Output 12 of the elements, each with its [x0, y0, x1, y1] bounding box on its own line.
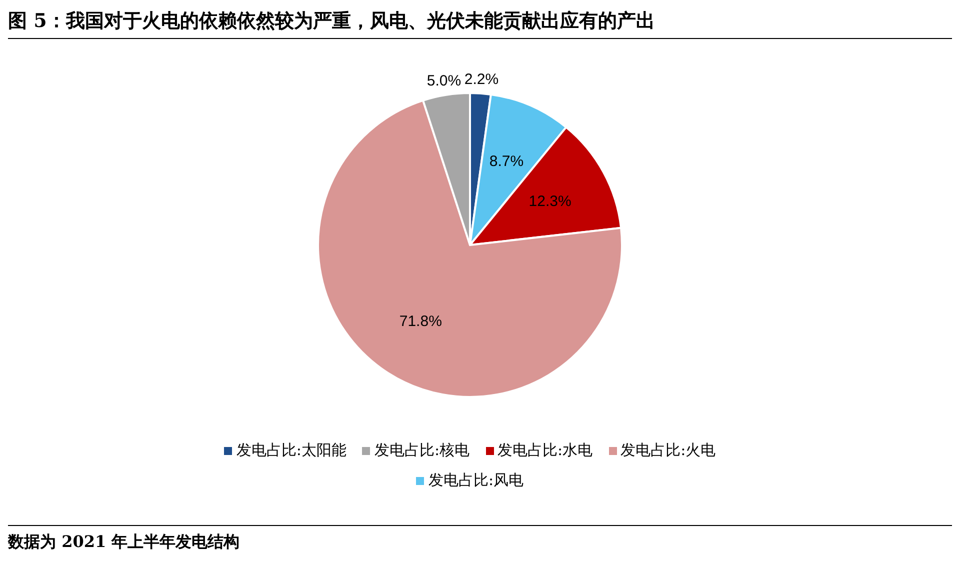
data-label: 8.7% [489, 152, 524, 170]
legend-label: 发电占比:太阳能 [236, 441, 346, 459]
data-label: 5.0% [426, 72, 462, 90]
legend-label: 发电占比:核电 [374, 441, 470, 459]
legend-label: 发电占比:水电 [498, 441, 593, 459]
legend-label: 发电占比:风电 [428, 471, 524, 489]
text: 数据为 2021 年上半年发电结构 [8, 532, 241, 553]
data-label: 12.3% [528, 192, 572, 210]
data-label: 71.8% [399, 313, 442, 330]
chart-title: 图 5：我国对于火电的依赖依然较为严重，风电、光伏未能贡献出应有的产出 [8, 8, 952, 39]
data-label: 2.2% [464, 70, 499, 88]
legend-label: 发电占比:火电 [620, 441, 716, 459]
